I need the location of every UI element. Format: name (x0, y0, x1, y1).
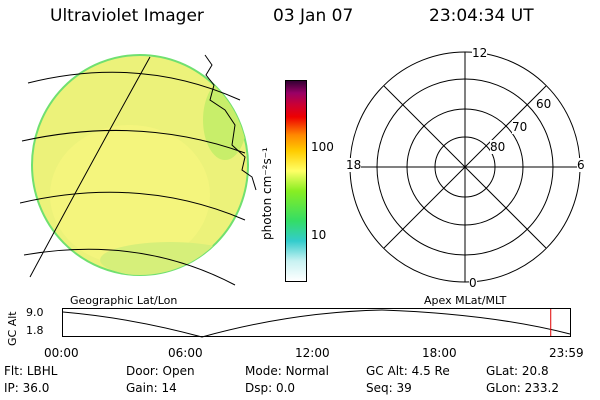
time-tick-0600: 06:00 (168, 346, 203, 360)
time-tick-0000: 00:00 (44, 346, 79, 360)
colorbar-unit-label: photon cm⁻²s⁻¹ (260, 147, 274, 240)
latitude-line (21, 130, 246, 154)
info-glat: GLat: 20.8 (486, 364, 549, 378)
altitude-strip (62, 308, 571, 338)
mlt-diagonal (383, 85, 547, 249)
colorbar-tick-100: 100 (311, 140, 334, 154)
colorbar-tick-10: 10 (311, 228, 327, 242)
time-tick-1200: 12:00 (295, 346, 330, 360)
altitude-tick-1: 1.8 (26, 324, 44, 337)
longitude-line (29, 56, 151, 278)
latitude-line (23, 248, 236, 286)
polar-grid-panel (349, 51, 581, 283)
geographic-caption: Geographic Lat/Lon (70, 294, 178, 307)
uv-image-panel (20, 54, 257, 286)
latitude-line (27, 71, 241, 101)
mlat-label-80: 80 (490, 140, 506, 154)
info-seq: Seq: 39 (366, 381, 412, 395)
latitude-line (20, 191, 246, 221)
info-mode: Mode: Normal (245, 364, 329, 378)
colorbar (285, 80, 307, 282)
mlat-label-60: 60 (536, 97, 552, 111)
info-dsp: Dsp: 0.0 (245, 381, 296, 395)
time-label: 23:04:34 UT (429, 6, 534, 26)
time-tick-1800: 18:00 (422, 346, 457, 360)
altitude-frame (62, 308, 571, 337)
mlt-label-0: 0 (469, 276, 477, 290)
date-label: 03 Jan 07 (273, 6, 354, 26)
info-flt: Flt: LBHL (4, 364, 58, 378)
mlt-label-18: 18 (346, 158, 362, 172)
instrument-title: Ultraviolet Imager (50, 6, 204, 26)
altitude-ylabel: GC Alt (6, 311, 19, 346)
uv-bright-region (50, 125, 210, 265)
info-door: Door: Open (126, 364, 195, 378)
info-ip: IP: 36.0 (4, 381, 50, 395)
mlt-label-12: 12 (472, 46, 488, 60)
uv-limb-glow (203, 80, 247, 160)
altitude-curve (62, 309, 571, 338)
mlat-label-70: 70 (512, 120, 528, 134)
info-glon: GLon: 233.2 (486, 381, 559, 395)
time-tick-2359: 23:59 (549, 346, 584, 360)
mlt-label-6: 6 (577, 158, 585, 172)
coastline (204, 54, 257, 191)
info-gc-alt: GC Alt: 4.5 Re (366, 364, 450, 378)
altitude-tick-9: 9.0 (26, 306, 44, 319)
info-gain: Gain: 14 (126, 381, 177, 395)
apex-caption: Apex MLat/MLT (424, 294, 507, 307)
